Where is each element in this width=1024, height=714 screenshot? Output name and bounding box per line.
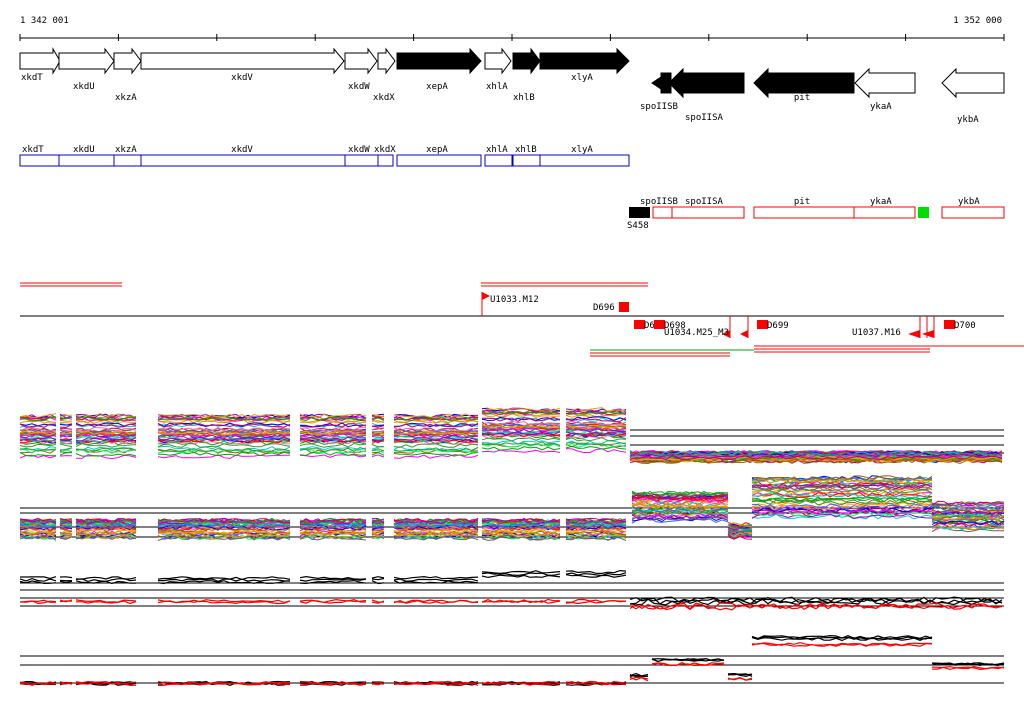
red-label-ykbA: ykbA <box>958 197 980 207</box>
blue-label-xkdU: xkdU <box>73 145 95 155</box>
ruler: 1 342 001 1 352 000 <box>19 16 1005 41</box>
gene-label-xepA: xepA <box>426 82 448 92</box>
probe-track: U1033.M12 D696 D6 D698 U1034.M25_M3 D699… <box>20 282 1024 357</box>
probe-U1034-M25-M3[interactable]: U1034.M25_M3 <box>664 328 729 338</box>
gene-xkzA[interactable]: xkzA <box>113 47 142 103</box>
gene-xkdW[interactable]: xkdW <box>344 47 378 92</box>
label-s458: S458 <box>627 221 649 231</box>
gene-label-xkzA: xkzA <box>115 93 137 103</box>
gene-xlyA[interactable]: xlyA <box>539 47 630 83</box>
gene-label-xkdU: xkdU <box>73 82 95 92</box>
gene-label-spoIISB: spoIISB <box>640 102 678 112</box>
probe-U1037-M16[interactable]: U1037.M16 <box>852 328 901 338</box>
gene-label-ykaA: ykaA <box>870 102 892 112</box>
probe-D700[interactable]: D700 <box>954 321 976 331</box>
gene-xkdT[interactable]: xkdT <box>19 47 61 83</box>
probe-D696[interactable]: D696 <box>593 303 615 313</box>
blue-annotation-track: xkdT xkdU xkzA xkdV xkdW xkdX xepA xhlA … <box>19 145 630 167</box>
expression-panel-4 <box>19 634 1005 687</box>
gene-xkdX[interactable]: xkdX <box>373 47 396 103</box>
gene-label-pit: pit <box>794 93 810 103</box>
blue-label-xkzA: xkzA <box>115 145 137 155</box>
gene-label-xhlB: xhlB <box>513 93 535 103</box>
gene-xkdU[interactable]: xkdU <box>58 47 115 92</box>
probe-D698[interactable]: D698 <box>664 321 686 331</box>
gene-xhlB[interactable]: xhlB <box>512 47 541 103</box>
gene-pit[interactable]: pit <box>753 67 855 103</box>
ruler-ticks <box>19 34 1005 41</box>
blue-label-xhlB: xhlB <box>515 145 537 155</box>
expression-panel-3 <box>19 569 1004 611</box>
gene-ykbA[interactable]: ykbA <box>941 67 1005 125</box>
gene-label-xkdX: xkdX <box>373 93 395 103</box>
blue-label-xkdW: xkdW <box>348 145 370 155</box>
blue-label-xhlA: xhlA <box>486 145 508 155</box>
blue-label-xkdT: xkdT <box>22 145 44 155</box>
gene-label-xkdT: xkdT <box>21 73 43 83</box>
red-label-spoIISA: spoIISA <box>685 197 724 207</box>
gene-spoIISB[interactable]: spoIISB <box>640 72 678 112</box>
red-label-pit: pit <box>794 197 810 207</box>
gene-label-xhlA: xhlA <box>486 82 508 92</box>
ruler-end-label: 1 352 000 <box>953 16 1002 26</box>
gene-label-spoIISA: spoIISA <box>685 113 724 123</box>
probe-D699[interactable]: D699 <box>767 321 789 331</box>
gene-xepA[interactable]: xepA <box>396 47 482 92</box>
gene-spoIISA[interactable]: spoIISA <box>668 67 745 123</box>
gene-label-ykbA: ykbA <box>957 115 979 125</box>
gene-label-xlyA: xlyA <box>571 73 593 83</box>
expression-panel-1 <box>19 407 1004 465</box>
blue-label-xkdV: xkdV <box>231 145 253 155</box>
expression-panel-2 <box>19 475 1005 541</box>
blue-label-xepA: xepA <box>426 145 448 155</box>
blue-label-xkdX: xkdX <box>374 145 396 155</box>
gene-label-xkdW: xkdW <box>348 82 370 92</box>
gene-xhlA[interactable]: xhlA <box>484 47 512 92</box>
gene-track: xkdT xkdU xkzA xkdV xkdW xkdX xepA xhlA … <box>19 47 1005 125</box>
blue-label-xlyA: xlyA <box>571 145 593 155</box>
red-label-ykaA: ykaA <box>870 197 892 207</box>
probe-D6[interactable]: D6 <box>644 321 655 331</box>
gene-ykaA[interactable]: ykaA <box>854 67 916 112</box>
ruler-start-label: 1 342 001 <box>20 16 69 26</box>
gene-xkdV[interactable]: xkdV <box>140 47 345 83</box>
red-annotation-track: spoIISB spoIISA pit ykaA ykbA S458 <box>627 197 1005 231</box>
gene-label-xkdV: xkdV <box>231 73 253 83</box>
probe-U1033-M12[interactable]: U1033.M12 <box>490 295 539 305</box>
red-label-spoIISB: spoIISB <box>640 197 678 207</box>
